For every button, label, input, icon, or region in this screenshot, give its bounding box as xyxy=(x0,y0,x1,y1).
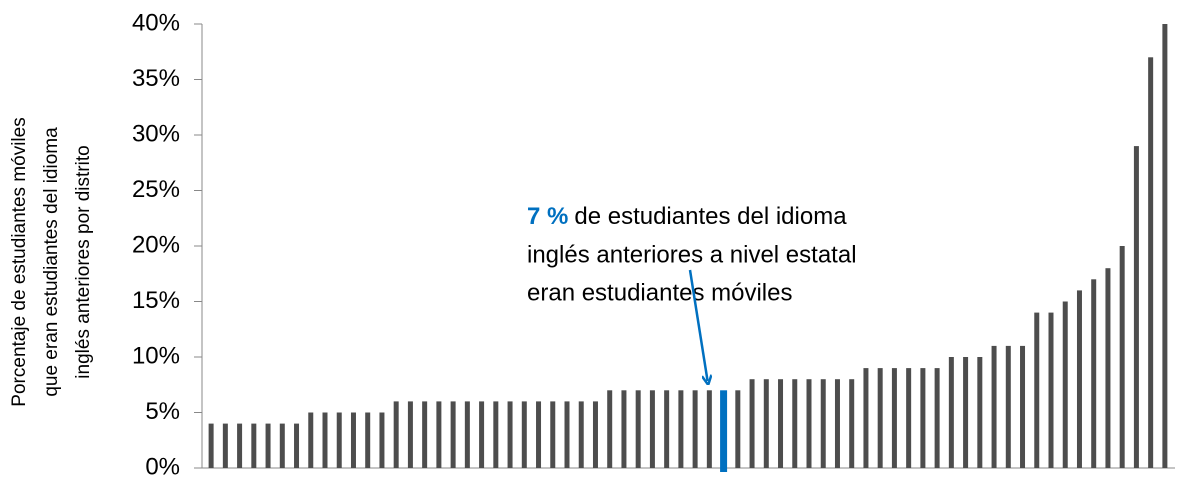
bar xyxy=(1148,57,1154,469)
bar xyxy=(735,390,741,468)
bar xyxy=(621,390,627,468)
bar xyxy=(550,401,556,468)
annotation-text: de estudiantes del idioma xyxy=(574,203,847,230)
bar xyxy=(891,368,897,468)
bar xyxy=(464,401,470,468)
bar xyxy=(763,379,769,468)
bar xyxy=(222,423,228,468)
bar xyxy=(863,368,869,468)
bar xyxy=(749,379,755,468)
bar xyxy=(963,357,969,468)
bar xyxy=(294,423,300,468)
bar xyxy=(350,412,356,468)
bar xyxy=(1020,345,1026,468)
bar xyxy=(692,390,698,468)
bar xyxy=(635,390,641,468)
bar xyxy=(806,379,812,468)
bar xyxy=(521,401,527,468)
annotation-text: eran estudiantes móviles xyxy=(527,279,792,306)
y-axis-label: que eran estudiantes del idioma xyxy=(41,127,62,397)
bar xyxy=(592,401,598,468)
bar xyxy=(1034,312,1040,468)
bar xyxy=(1091,279,1097,468)
bar xyxy=(379,412,385,468)
bar xyxy=(479,401,485,468)
bar xyxy=(393,401,399,468)
bar xyxy=(265,423,271,468)
bar xyxy=(792,379,798,468)
bar xyxy=(308,412,314,468)
bar xyxy=(436,401,442,468)
y-axis-label: Porcentaje de estudiantes móviles xyxy=(9,117,30,406)
y-tick-label: 20% xyxy=(132,231,180,258)
y-tick-label: 10% xyxy=(132,342,180,369)
bar xyxy=(649,390,655,468)
y-tick-label: 5% xyxy=(145,398,180,425)
bar xyxy=(706,390,712,468)
bar xyxy=(906,368,912,468)
annotation-arrow xyxy=(688,269,708,381)
bar xyxy=(849,379,855,468)
y-tick-label: 30% xyxy=(132,120,180,147)
bar xyxy=(208,423,214,468)
bar xyxy=(877,368,883,468)
y-axis-label: inglés anteriores por distrito xyxy=(73,145,94,378)
bar xyxy=(365,412,371,468)
y-tick-label: 15% xyxy=(132,287,180,314)
bar xyxy=(1076,290,1082,468)
bar xyxy=(279,423,285,468)
bar xyxy=(1048,312,1054,468)
bar xyxy=(251,423,257,468)
y-tick-label: 0% xyxy=(145,453,180,479)
bar xyxy=(607,390,613,468)
y-tick-label: 40% xyxy=(132,9,180,36)
bar xyxy=(578,401,584,468)
bar xyxy=(948,357,954,468)
y-tick-label: 25% xyxy=(132,176,180,203)
highlight-bar xyxy=(720,390,728,472)
annotation-highlight: 7 % xyxy=(527,203,568,230)
bar xyxy=(507,401,513,468)
bar xyxy=(820,379,826,468)
bar xyxy=(934,368,940,468)
bar xyxy=(1133,146,1139,468)
bar xyxy=(1062,301,1068,468)
bar xyxy=(336,412,342,468)
bar xyxy=(493,401,499,468)
bar xyxy=(450,401,456,468)
annotation: 7 % de estudiantes del idioma xyxy=(527,203,847,230)
bar xyxy=(664,390,670,468)
bar xyxy=(1162,24,1168,468)
annotation-text: inglés anteriores a nivel estatal xyxy=(527,241,857,268)
bar xyxy=(536,401,542,468)
bar xyxy=(834,379,840,468)
bar xyxy=(977,357,983,468)
bar xyxy=(1105,268,1111,468)
bar xyxy=(564,401,570,468)
bar xyxy=(237,423,243,468)
bar xyxy=(422,401,428,468)
y-tick-label: 35% xyxy=(132,65,180,92)
bar xyxy=(991,345,997,468)
bar xyxy=(1119,246,1125,468)
bar xyxy=(1005,345,1011,468)
bar xyxy=(920,368,926,468)
bar xyxy=(407,401,413,468)
bar xyxy=(778,379,784,468)
bar xyxy=(678,390,684,468)
bar xyxy=(322,412,328,468)
